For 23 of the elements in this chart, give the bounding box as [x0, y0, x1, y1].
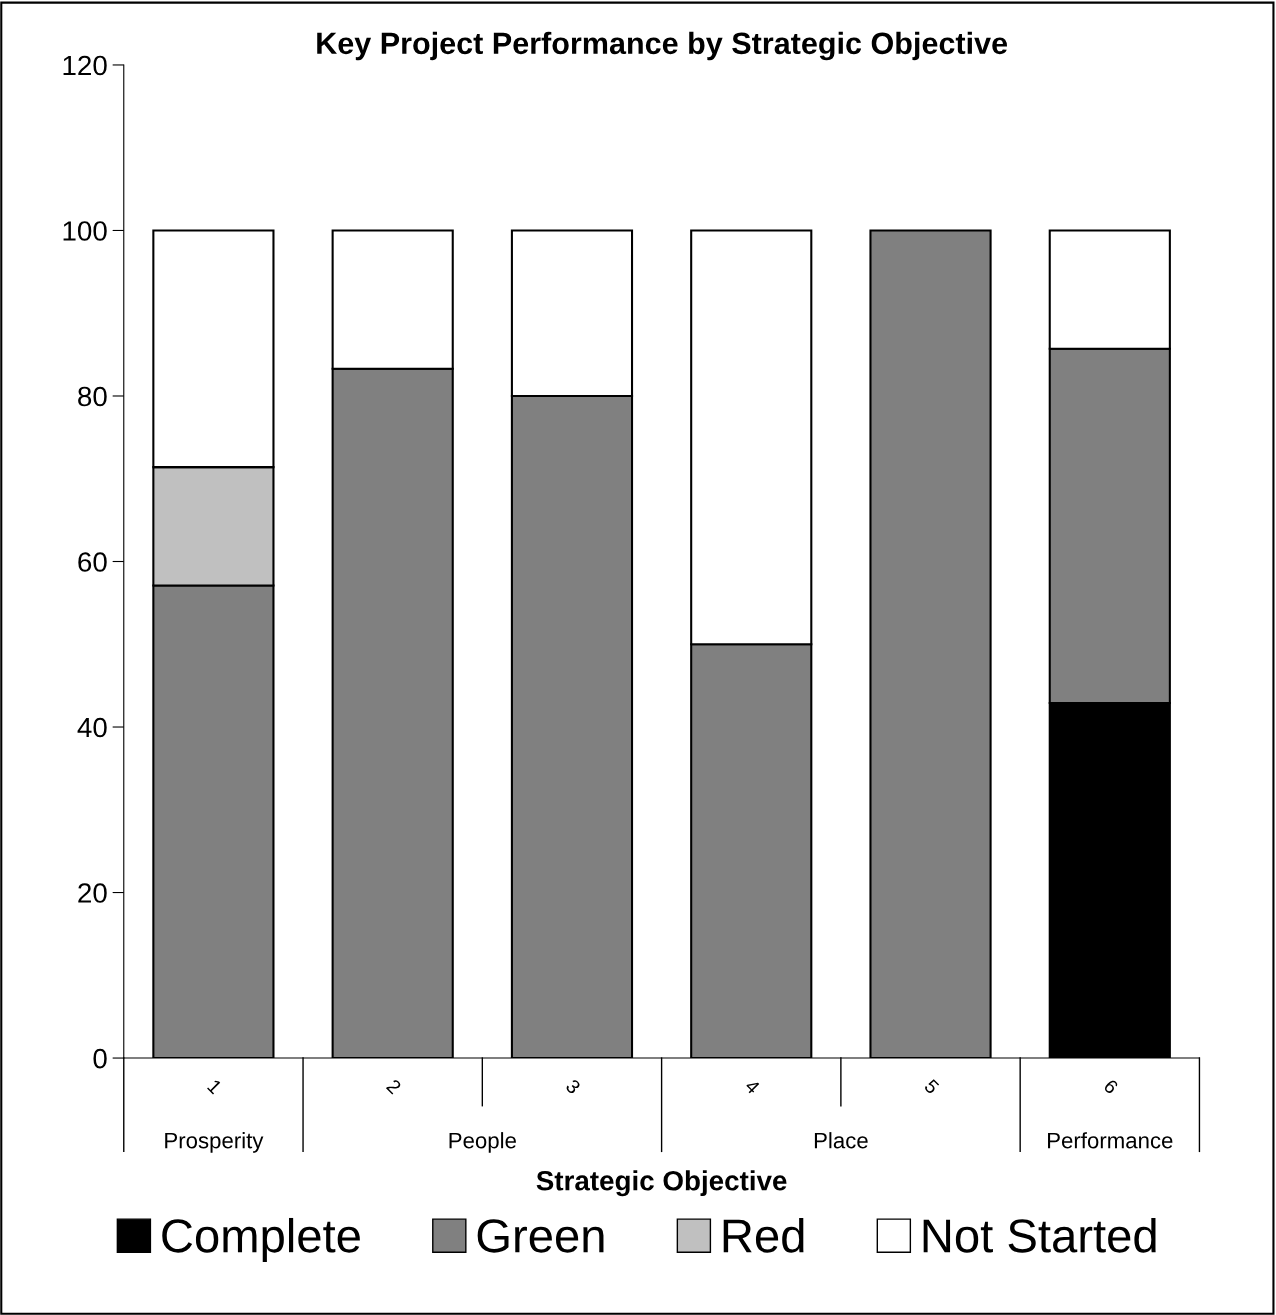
y-tick-label: 60 — [78, 552, 107, 572]
y-tick-label: 80 — [78, 386, 107, 407]
x-tick-label: 1 — [207, 1079, 223, 1095]
text: Place — [814, 1132, 868, 1149]
chart-title: Key Project Performance by Strategic Objective — [317, 31, 1008, 61]
x-tick-label: 4 — [744, 1078, 761, 1095]
y-tick-label: 20 — [78, 883, 107, 903]
text: People — [449, 1132, 516, 1153]
y-tick-label: 40 — [77, 717, 107, 738]
legend-label: Green — [477, 1219, 604, 1253]
x-tick-label: 3 — [564, 1078, 582, 1095]
legend-label: Complete — [162, 1217, 360, 1262]
x-tick-label: 5 — [923, 1078, 940, 1095]
y-tick-label: 120 — [63, 55, 107, 76]
x-tick-label: 6 — [1102, 1078, 1120, 1095]
x-tick-label: 2 — [386, 1078, 402, 1095]
legend-label: Red — [723, 1217, 804, 1253]
text: Performance — [1048, 1132, 1173, 1149]
text: Prosperity — [165, 1132, 264, 1153]
legend-label: Not Started — [923, 1217, 1156, 1253]
x-axis-title: Strategic Objective — [536, 1170, 787, 1197]
y-tick-label: 100 — [63, 221, 107, 241]
y-tick-label: 0 — [93, 1048, 107, 1069]
